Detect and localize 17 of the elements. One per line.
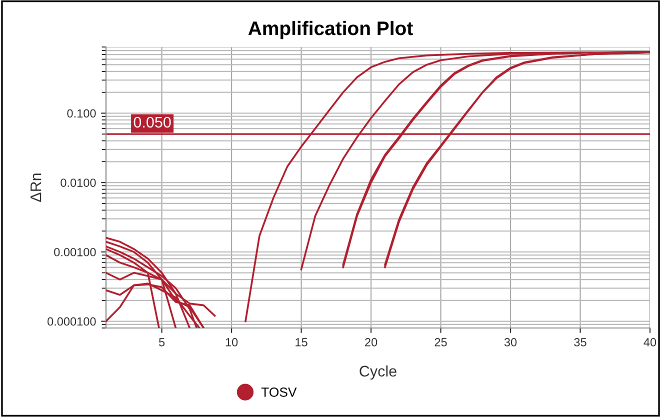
chart-title: Amplification Plot (248, 20, 413, 40)
x-axis-title: Cycle (360, 365, 396, 380)
x-tick-label: 25 (434, 338, 447, 346)
x-tick-label: 30 (504, 338, 517, 346)
x-tick-label: 5 (158, 338, 165, 346)
x-tick-label: 15 (296, 338, 308, 346)
y-tick-label: 0.0100 (60, 178, 96, 187)
y-tick-label: 0.000100 (48, 317, 96, 326)
y-tick-label: 0.100 (67, 109, 96, 118)
x-tick-label: 35 (574, 338, 586, 346)
y-axis-title: ΔRn (30, 174, 42, 202)
x-tick-label: 20 (365, 338, 378, 346)
x-tick-label: 40 (644, 338, 656, 346)
x-tick-label: 10 (226, 338, 238, 346)
y-tick-label: 0.00100 (54, 248, 96, 256)
legend-label: TOSV (261, 388, 297, 397)
ref-line-label: 0.050 (134, 116, 171, 128)
